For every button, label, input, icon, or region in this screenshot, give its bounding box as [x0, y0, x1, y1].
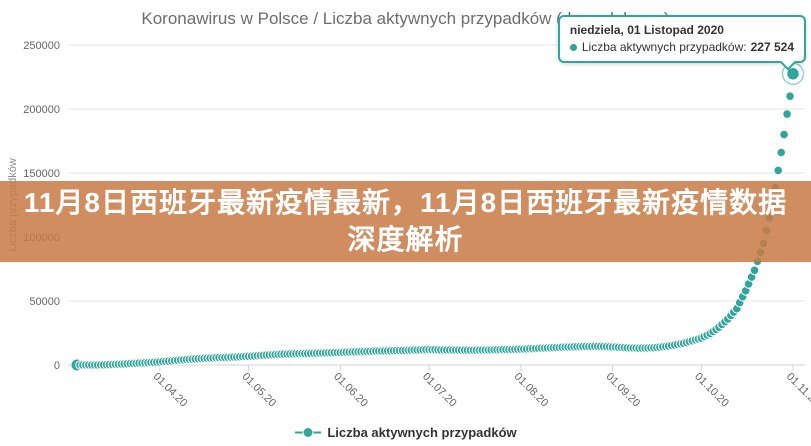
legend-label[interactable]: Liczba aktywnych przypadków: [327, 425, 517, 440]
series-bullet-icon: [569, 43, 577, 51]
highlight-point[interactable]: [785, 66, 801, 82]
tooltip-date: niedziela, 01 Listopad 2020: [569, 23, 724, 37]
x-tick-label: 01.08.20: [512, 371, 551, 410]
x-tick-label: 01.06.20: [331, 371, 370, 410]
data-point[interactable]: [785, 91, 795, 101]
y-tick-label: 0: [54, 360, 60, 372]
x-tick-label: 01.05.20: [239, 371, 278, 410]
y-tick-label: 150000: [23, 168, 60, 180]
x-tick-label: 01.07.20: [420, 371, 459, 410]
y-tick-label: 200000: [23, 104, 60, 116]
tooltip-series-row: Liczba aktywnych przypadków: 227 524: [569, 40, 794, 54]
data-point[interactable]: [749, 265, 760, 276]
x-tick-label: 01.10.20: [692, 371, 731, 410]
data-point[interactable]: [782, 109, 792, 119]
tooltip: niedziela, 01 Listopad 2020 Liczba aktyw…: [557, 15, 806, 71]
legend-item[interactable]: Liczba aktywnych przypadków: [0, 425, 811, 440]
x-tick-label: 01.09.20: [603, 371, 642, 410]
overlay-banner-text: 11月8日西班牙最新疫情最新，11月8日西班牙最新疫情数据深度解析: [23, 186, 788, 255]
chart-title: Koronawirus w Polsce / Liczba aktywnych …: [141, 9, 670, 28]
data-point[interactable]: [773, 165, 784, 176]
tooltip-value: 227 524: [750, 40, 794, 54]
overlay-banner: 11月8日西班牙最新疫情最新，11月8日西班牙最新疫情数据深度解析: [0, 181, 811, 262]
data-point[interactable]: [779, 129, 789, 140]
y-tick-label: 250000: [23, 40, 60, 52]
y-tick-label: 50000: [29, 296, 60, 308]
data-point[interactable]: [776, 147, 787, 158]
legend-marker-icon: [295, 427, 322, 438]
x-tick-label: 01.04.20: [151, 371, 190, 410]
x-tick-label: 01.11.20: [784, 371, 811, 409]
tooltip-series-label: Liczba aktywnych przypadków:: [581, 40, 747, 54]
